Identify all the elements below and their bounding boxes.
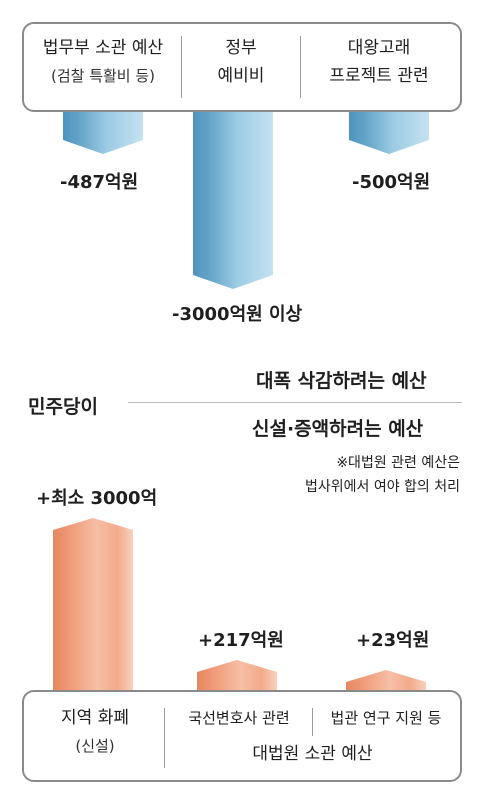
cut-bar-stripe-2 <box>357 110 365 140</box>
cut-bar-1 <box>193 110 273 289</box>
increase-bar-stripe-2 <box>352 682 360 692</box>
increase-bar-0 <box>53 518 133 692</box>
cut-bar-stripe-1 <box>201 110 209 275</box>
increase-bar-stripe-0 <box>59 530 67 692</box>
cut-bar-stripe-0 <box>71 110 79 140</box>
increase-bar-1 <box>197 660 277 692</box>
cut-bar-2 <box>349 110 429 154</box>
increase-bar-2 <box>346 670 426 692</box>
increase-bar-stripe-1 <box>203 672 211 692</box>
cut-bar-0 <box>63 110 143 154</box>
